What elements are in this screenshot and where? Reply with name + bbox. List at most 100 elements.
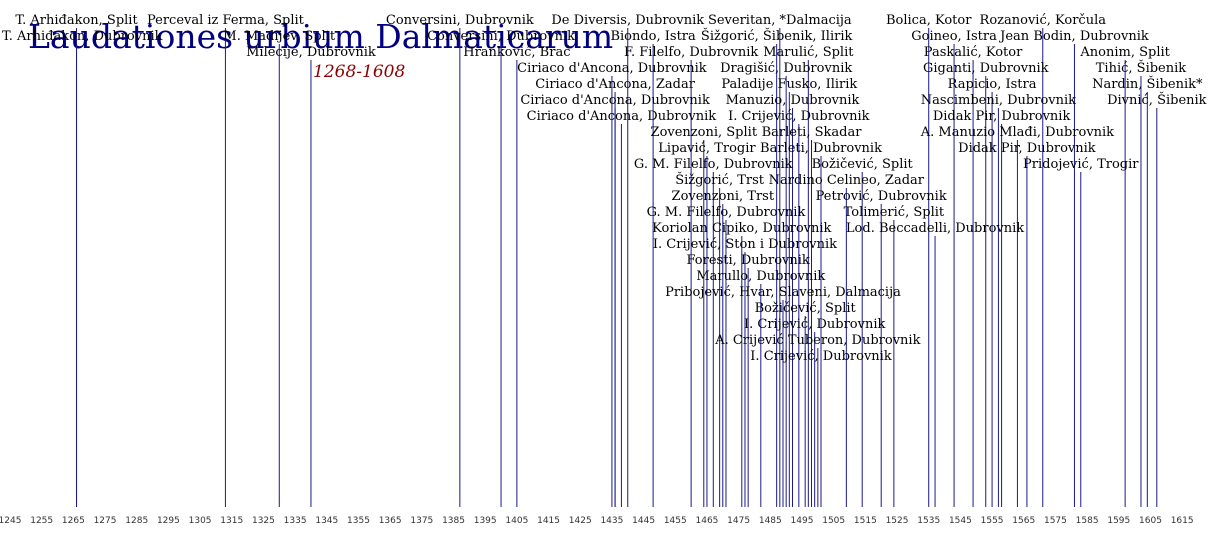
point-label: Božičević, Split [812, 157, 914, 172]
x-tick-label: 1295 [157, 516, 180, 526]
x-tick-label: 1435 [600, 516, 623, 526]
point-label: De Diversis, Dubrovnik [551, 13, 704, 28]
point-label: T. Arhiđakon, Split [15, 13, 138, 28]
x-tick-label: 1535 [917, 516, 940, 526]
x-tick-label: 1585 [1076, 516, 1099, 526]
point-label: Zovenzoni, Trst [672, 189, 775, 204]
point-label: F. Filelfo, Dubrovnik [624, 45, 758, 60]
x-tick-label: 1385 [442, 516, 465, 526]
point-label: Perceval iz Ferma, Split [147, 13, 305, 28]
point-label: Ciriaco d'Ancona, Dubrovnik [517, 61, 707, 76]
point-label: G. M. Filelfo, Dubrovnik [647, 205, 806, 220]
x-tick-label: 1405 [505, 516, 528, 526]
point-label: Barleti, Dubrovnik [760, 141, 882, 156]
point-label: I. Crijević, Ston i Dubrovnik [653, 237, 837, 252]
x-tick-label: 1315 [220, 516, 243, 526]
point-label: Nardin, Šibenik* [1092, 75, 1203, 92]
x-tick-label: 1275 [94, 516, 117, 526]
point-label: Ciriaco d'Ancona, Zadar [535, 77, 695, 92]
point-label: Giganti, Dubrovnik [923, 61, 1049, 76]
x-tick-label: 1525 [886, 516, 909, 526]
point-label: Goineo, Istra [911, 29, 997, 44]
x-tick-label: 1335 [284, 516, 307, 526]
x-tick-label: 1505 [822, 516, 845, 526]
point-label: Tihić, Šibenik [1096, 59, 1187, 76]
x-tick-label: 1255 [30, 516, 53, 526]
x-tick-label: 1425 [569, 516, 592, 526]
x-tick-label: 1605 [1139, 516, 1162, 526]
chart-title: Laudationes urbium Dalmaticarum [28, 17, 613, 56]
x-tick-label: 1375 [410, 516, 433, 526]
x-tick-label: 1565 [1012, 516, 1035, 526]
x-tick-label: 1445 [632, 516, 655, 526]
point-label: Paladije Fusko, Ilirik [721, 77, 857, 92]
x-tick-label: 1325 [252, 516, 275, 526]
point-label: Dragišić, Dubrovnik [720, 61, 852, 76]
point-label: Koriolan Cipiko, Dubrovnik [652, 221, 831, 236]
point-label: Divnić, Šibenik [1107, 91, 1207, 108]
x-tick-label: 1555 [981, 516, 1004, 526]
point-label: Rozanović, Korčula [980, 13, 1107, 28]
point-label: Foresti, Dubrovnik [687, 253, 810, 268]
point-label: Marullo, Dubrovnik [696, 269, 825, 284]
point-label: Milecije, Dubrovnik [246, 45, 376, 60]
point-label: Biondo, Istra [610, 29, 696, 44]
point-label: Marulić, Split [763, 45, 854, 60]
x-tick-label: 1285 [125, 516, 148, 526]
point-label: Severitan, *Dalmacija [708, 13, 852, 28]
point-label: T. Arhiđakon, Dubrovnik [2, 29, 163, 44]
point-label: Šižgorić, Trst [675, 171, 765, 188]
x-tick-label: 1245 [0, 516, 21, 526]
x-tick-label: 1495 [791, 516, 814, 526]
point-label: Pribojević, Hvar, Slaveni, Dalmacija [665, 285, 901, 300]
x-tick-label: 1465 [696, 516, 719, 526]
point-label: Manuzio, Dubrovnik [726, 93, 860, 108]
point-label: Pridojević, Trogir [1023, 157, 1139, 172]
x-tick-label: 1365 [379, 516, 402, 526]
point-label: Paskalić, Kotor [924, 45, 1023, 60]
point-label: Didak Pir, Dubrovnik [958, 141, 1096, 156]
point-label: Nascimbeni, Dubrovnik [921, 93, 1076, 108]
point-label: Zovenzoni, Split [651, 125, 758, 140]
x-tick-label: 1415 [537, 516, 560, 526]
x-tick-label: 1515 [854, 516, 877, 526]
x-tick-label: 1615 [1171, 516, 1194, 526]
x-axis-ticks: 1245 1255 1265 1275 1285 1295 1305 1315 1325 1335… [0, 516, 1194, 526]
point-label: Nardino Celineo, Zadar [769, 173, 925, 188]
point-label: Conversini, Dubrovnik [427, 29, 575, 44]
x-tick-label: 1545 [949, 516, 972, 526]
point-label: Šižgorić, Šibenik, Ilirik [701, 27, 853, 44]
point-label: M. Madijev, Split [223, 29, 335, 44]
x-tick-label: 1355 [347, 516, 370, 526]
x-tick-label: 1595 [1107, 516, 1130, 526]
point-label: Didak Pir, Dubrovnik [933, 109, 1071, 124]
point-label: Barleti, Skadar [762, 125, 863, 140]
x-tick-label: 1455 [664, 516, 687, 526]
x-tick-label: 1475 [727, 516, 750, 526]
x-tick-label: 1265 [62, 516, 85, 526]
point-label: Božičević, Split [755, 301, 857, 316]
point-label: Bolica, Kotor [886, 13, 972, 28]
point-label: Ciriaco d'Ancona, Dubrovnik [527, 109, 717, 124]
point-label: Conversini, Dubrovnik [386, 13, 534, 28]
chart-subtitle: 1268-1608 [313, 62, 405, 82]
point-label: A. Crijević Tuberon, Dubrovnik [714, 333, 920, 348]
x-tick-label: 1345 [315, 516, 338, 526]
point-label: A. Manuzio Mlađi, Dubrovnik [920, 125, 1114, 140]
point-label: I. Crijević, Dubrovnik [750, 349, 892, 364]
point-label: Tolimerić, Split [844, 205, 945, 220]
point-label: Rapicio, Istra [948, 77, 1037, 92]
point-label: Hranković, Brač [463, 45, 570, 60]
point-label: Petrović, Dubrovnik [816, 189, 947, 204]
x-tick-label: 1575 [1044, 516, 1067, 526]
stem-group [76, 28, 1158, 507]
x-tick-label: 1305 [189, 516, 212, 526]
point-label: Lod. Beccadelli, Dubrovnik [846, 221, 1024, 236]
point-label: Anonim, Split [1079, 45, 1170, 60]
point-label: G. M. Filelfo, Dubrovnik [634, 157, 793, 172]
point-label: I. Crijević, Dubrovnik [744, 317, 886, 332]
point-label: I. Crijević, Dubrovnik [728, 109, 870, 124]
x-tick-label: 1395 [474, 516, 497, 526]
